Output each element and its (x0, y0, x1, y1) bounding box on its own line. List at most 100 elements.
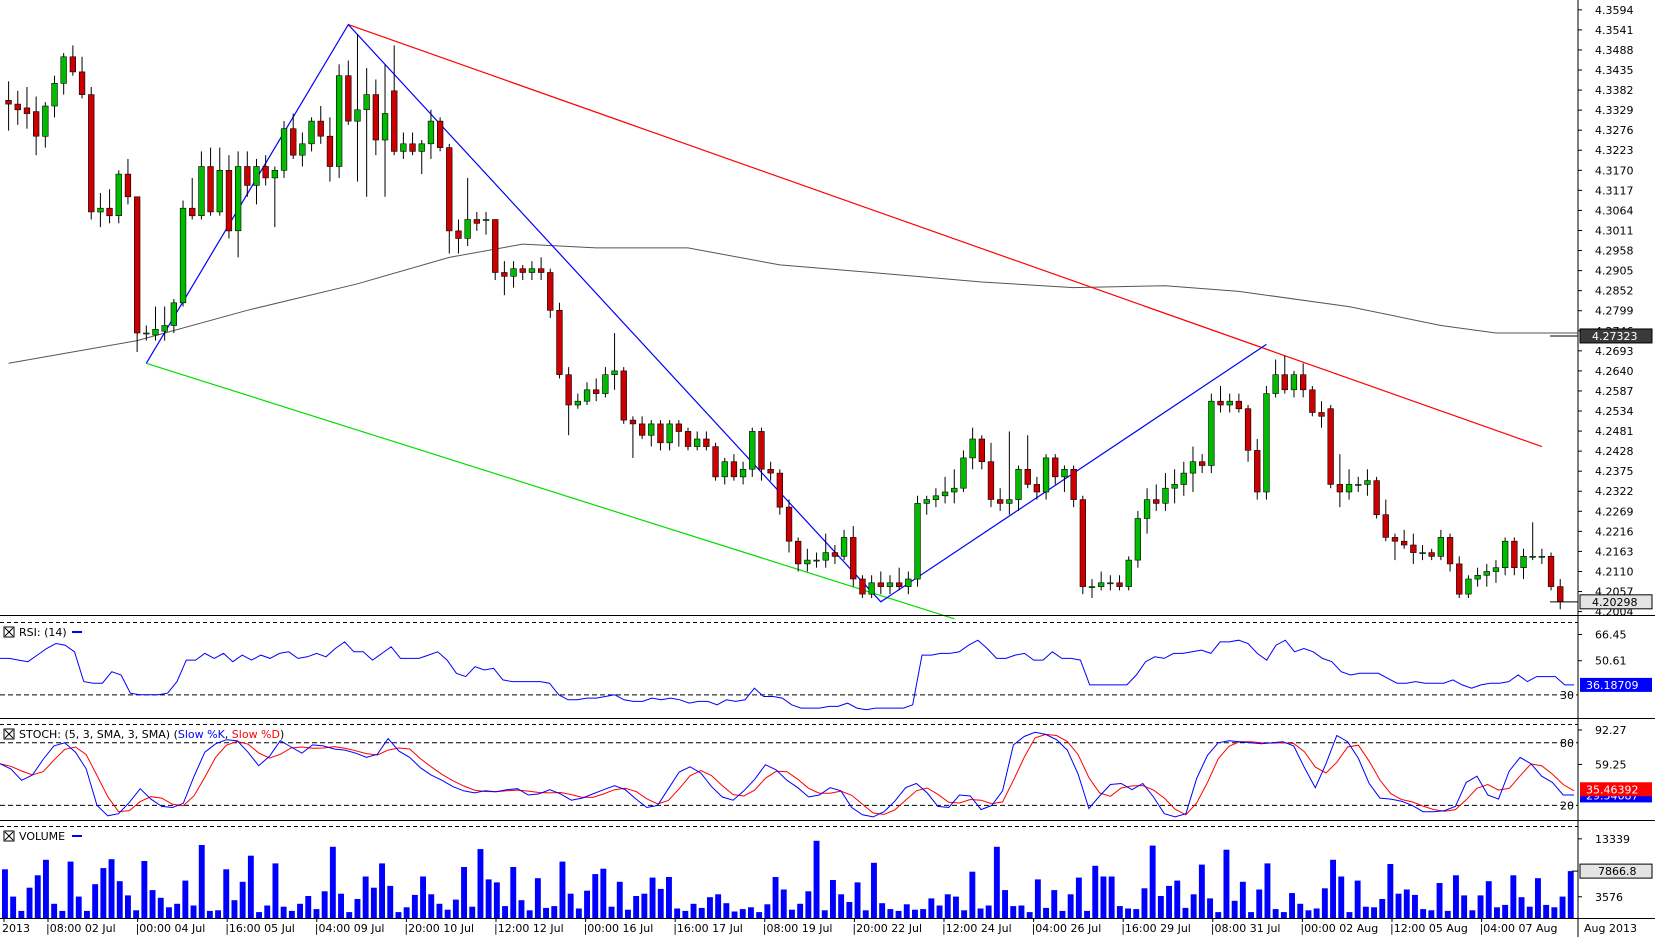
volume-bar (223, 869, 230, 918)
candle-body-bull (914, 503, 921, 580)
volume-bar (141, 861, 148, 918)
candle (684, 427, 692, 451)
candle-body-bull (1061, 468, 1068, 478)
candle (620, 367, 627, 424)
candle (216, 147, 223, 216)
candle-body-bull (354, 109, 361, 122)
current-price-label: 4.27323 (1592, 330, 1638, 343)
candle-body-bear (88, 94, 95, 213)
candle (1529, 522, 1536, 561)
candle (271, 166, 278, 228)
candle (1281, 355, 1288, 394)
candle-body-bull (1208, 400, 1215, 466)
volume-bar (1362, 906, 1369, 918)
candle (519, 264, 526, 281)
candle (1107, 575, 1114, 591)
candle (106, 189, 113, 224)
candle-body-bear (1153, 499, 1160, 504)
price-tick-label: 4.2269 (1595, 505, 1634, 518)
stoch-legend-k: Slow %K (178, 728, 226, 741)
candle (905, 571, 912, 595)
volume-bar (125, 895, 131, 918)
candle (299, 132, 306, 167)
candle (354, 34, 361, 182)
candle-body-bear (492, 219, 499, 273)
candle (60, 52, 67, 95)
candle (326, 117, 334, 182)
rsi-value-label: 36.18709 (1586, 679, 1639, 692)
stoch-tick-label: 92.27 (1595, 724, 1627, 737)
volume-bar (731, 911, 738, 918)
candle (1538, 548, 1545, 564)
volume-bar (411, 894, 418, 918)
price-tick-label: 4.2322 (1595, 485, 1634, 498)
volume-bar (305, 896, 312, 918)
candle-body-bear (244, 166, 251, 186)
time-tick-label: |00:00 04 Jul (136, 922, 206, 935)
candle-body-bear (675, 423, 682, 432)
volume-bar (379, 863, 385, 918)
candle-body-bear (877, 582, 884, 587)
volume-close-box[interactable] (3, 830, 15, 842)
candle (501, 261, 508, 296)
volume-bar (1412, 894, 1418, 918)
candle-body-bull (1125, 559, 1132, 587)
rsi-close-box[interactable] (3, 626, 15, 638)
volume-bar (871, 862, 877, 918)
volume-bar (387, 885, 394, 918)
time-tick-label: |16:00 17 Jul (673, 922, 743, 935)
volume-bar (1092, 865, 1099, 918)
price-tick-label: 4.3382 (1595, 84, 1634, 97)
volume-bar (1330, 859, 1336, 918)
candle-body-bull (932, 495, 940, 500)
volume-bar (1034, 879, 1041, 918)
candle (1428, 548, 1435, 561)
candle-body-bear (638, 423, 646, 436)
stoch-level-label: 20 (1560, 799, 1574, 812)
candle (767, 461, 774, 481)
volume-bar (649, 877, 656, 918)
candle (253, 158, 260, 205)
volume-bar (1379, 899, 1386, 918)
candle (115, 170, 122, 224)
price-tick-label: 4.3064 (1595, 204, 1634, 217)
stoch-close-box[interactable] (3, 728, 15, 740)
volume-bar (206, 910, 213, 918)
candle (1143, 488, 1151, 534)
candle-body-bull (152, 328, 159, 336)
candle (161, 306, 168, 341)
volume-bar (59, 910, 66, 918)
candle-body-bear (262, 166, 269, 179)
candle-body-bull (1042, 457, 1050, 493)
candle-body-bull (42, 105, 49, 137)
candle (198, 151, 205, 220)
volume-bar (510, 867, 517, 918)
volume-bar (682, 910, 689, 918)
candle (1244, 404, 1252, 462)
volume-bar (1157, 896, 1164, 918)
candle-body-bull (960, 457, 967, 489)
volume-bar (264, 905, 271, 918)
volume-bar (1535, 878, 1541, 918)
volume-bar (51, 903, 58, 918)
volume-bar (1084, 910, 1090, 918)
volume-bar (1387, 864, 1394, 918)
volume-bar (485, 879, 492, 918)
volume-bar (157, 897, 164, 918)
candle-body-bull (1143, 499, 1151, 519)
volume-bar (920, 909, 927, 918)
candle (464, 177, 471, 246)
volume-bar (354, 899, 361, 918)
volume-bar (1436, 883, 1443, 918)
candle (758, 427, 765, 481)
candle (666, 420, 673, 451)
volume-bar (280, 906, 287, 918)
candle-body-bull (969, 438, 976, 459)
volume-bar (641, 893, 648, 918)
candle (978, 435, 985, 470)
volume-bar (903, 904, 910, 918)
candle (1042, 454, 1050, 500)
volume-bar (1510, 875, 1517, 918)
candle-body-bear (657, 423, 664, 444)
volume-bar (452, 899, 459, 918)
